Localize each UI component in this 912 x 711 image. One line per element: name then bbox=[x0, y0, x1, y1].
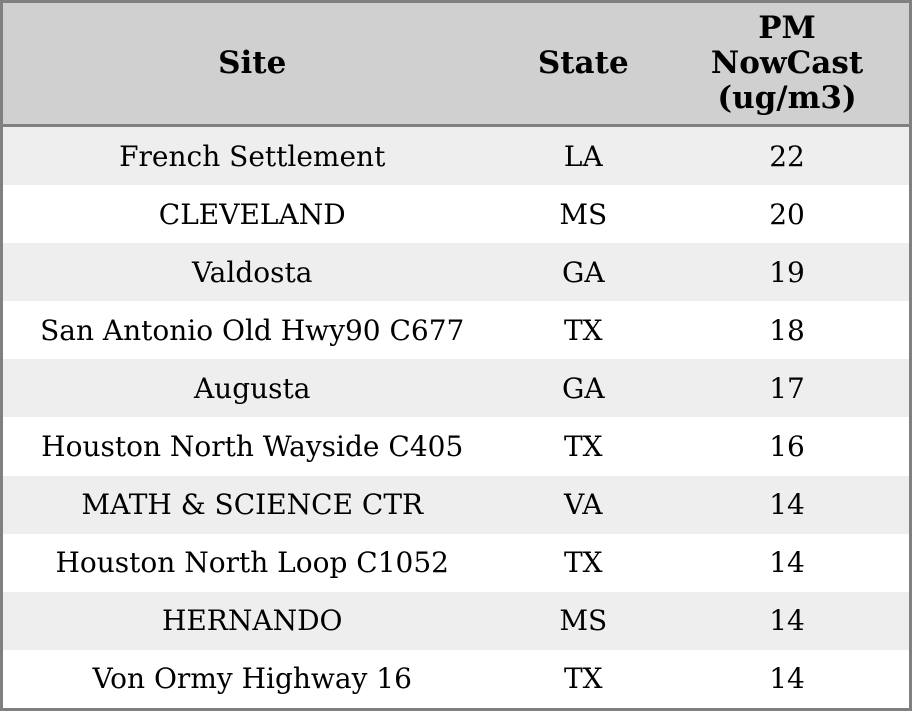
site-cell: CLEVELAND bbox=[158, 197, 346, 231]
table-row: Houston North Wayside C405 TX 16 bbox=[1, 417, 911, 476]
site-cell: San Antonio Old Hwy90 C677 bbox=[40, 313, 465, 347]
state-cell: GA bbox=[561, 255, 605, 289]
state-cell: TX bbox=[563, 430, 603, 464]
site-cell: French Settlement bbox=[119, 139, 386, 173]
table-row: Augusta GA 17 bbox=[1, 359, 911, 418]
site-cell: HERNANDO bbox=[161, 604, 343, 638]
table-row: MATH & SCIENCE CTR VA 14 bbox=[1, 475, 911, 534]
state-cell: GA bbox=[561, 371, 605, 405]
table-row: Valdosta GA 19 bbox=[1, 243, 911, 302]
table-row: Houston North Loop C1052 TX 14 bbox=[1, 533, 911, 592]
pm-nowcast-cell: 18 bbox=[769, 313, 805, 347]
state-cell: LA bbox=[563, 139, 603, 173]
header-row: Site State PM NowCast (ug/m3) bbox=[1, 1, 911, 127]
state-cell: MS bbox=[559, 604, 608, 638]
table-body: French Settlement LA 22 CLEVELAND MS 20 … bbox=[1, 125, 911, 710]
pm-nowcast-cell: 17 bbox=[769, 371, 805, 405]
pm-nowcast-cell: 14 bbox=[769, 604, 805, 638]
pm-nowcast-cell: 22 bbox=[769, 139, 805, 173]
state-cell: TX bbox=[563, 546, 603, 580]
table-header: Site State PM NowCast (ug/m3) bbox=[1, 1, 911, 127]
site-cell: Houston North Wayside C405 bbox=[41, 430, 464, 464]
site-cell: MATH & SCIENCE CTR bbox=[81, 488, 424, 522]
pm-nowcast-cell: 14 bbox=[769, 546, 805, 580]
site-cell: Valdosta bbox=[192, 255, 313, 289]
site-cell: Von Ormy Highway 16 bbox=[92, 662, 412, 696]
pm-nowcast-cell: 14 bbox=[769, 488, 805, 522]
state-cell: MS bbox=[559, 197, 608, 231]
pm-nowcast-cell: 19 bbox=[769, 255, 805, 289]
table-row: San Antonio Old Hwy90 C677 TX 18 bbox=[1, 301, 911, 360]
column-header-pm-nowcast: PM NowCast (ug/m3) bbox=[665, 1, 911, 127]
pm-nowcast-cell: 16 bbox=[769, 430, 805, 464]
column-header-site: Site bbox=[1, 1, 502, 127]
table-row: HERNANDO MS 14 bbox=[1, 591, 911, 650]
table-row: Von Ormy Highway 16 TX 14 bbox=[1, 649, 911, 710]
table-row: CLEVELAND MS 20 bbox=[1, 185, 911, 244]
state-cell: TX bbox=[563, 313, 603, 347]
column-header-state: State bbox=[501, 1, 666, 127]
pm-nowcast-cell: 20 bbox=[769, 197, 805, 231]
state-cell: VA bbox=[563, 488, 603, 522]
state-cell: TX bbox=[563, 662, 603, 696]
site-cell: Augusta bbox=[193, 371, 311, 405]
site-cell: Houston North Loop C1052 bbox=[55, 546, 449, 580]
table-row: French Settlement LA 22 bbox=[1, 125, 911, 186]
pm-nowcast-cell: 14 bbox=[769, 662, 805, 696]
